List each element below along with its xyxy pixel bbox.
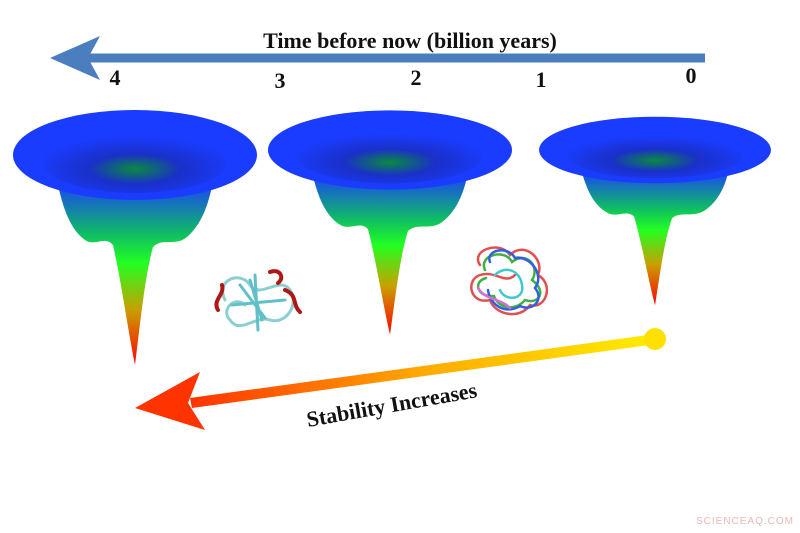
time-label: 1: [536, 67, 547, 92]
time-labels: 4 3 2 1 0: [110, 63, 697, 93]
time-label: 0: [686, 63, 697, 88]
funnel: [268, 110, 512, 335]
protein-structure: [470, 246, 549, 316]
stability-arrow: [190, 334, 657, 408]
funnel: [13, 110, 257, 365]
axis-title: Time before now (billion years): [263, 28, 557, 53]
time-label: 4: [110, 65, 121, 90]
stability-arrowhead: [135, 372, 205, 430]
funnel: [539, 116, 771, 306]
time-label: 3: [275, 68, 286, 93]
time-label: 2: [411, 65, 422, 90]
stability-origin: [644, 328, 666, 350]
time-arrowhead: [50, 36, 100, 80]
protein-structure: [214, 269, 302, 332]
watermark: SCIENCEAQ.COM: [696, 516, 794, 527]
